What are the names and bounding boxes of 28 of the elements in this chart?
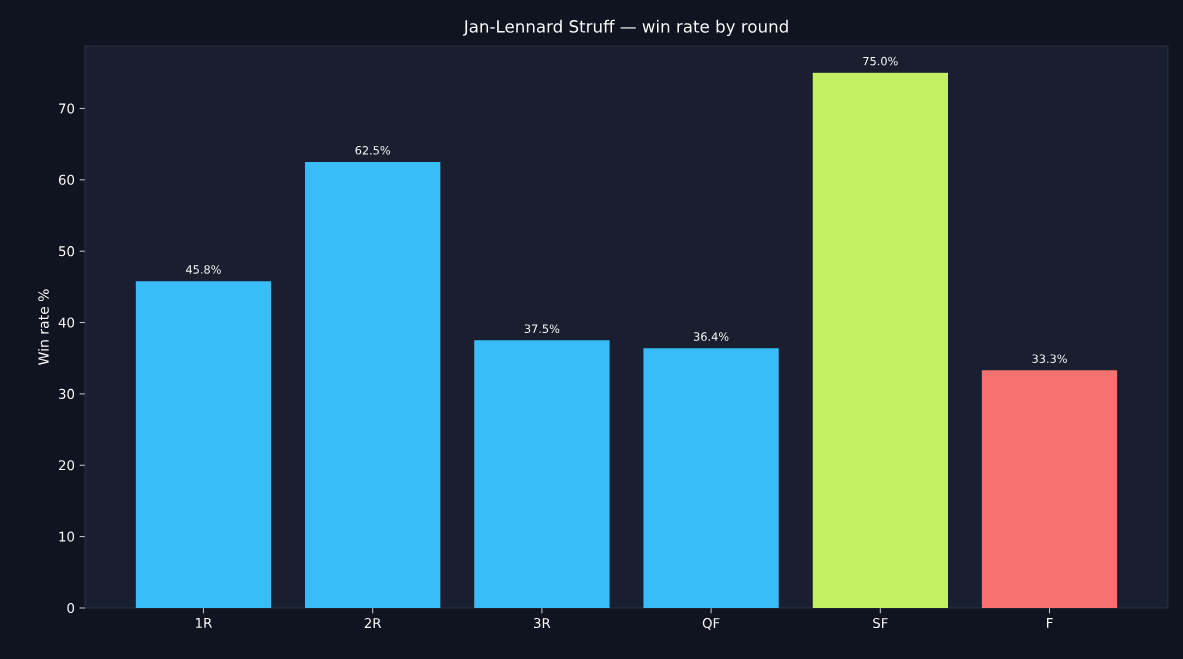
- y-axis-title: Win rate %: [38, 289, 49, 365]
- bar: [135, 281, 272, 608]
- y-tick-label: 20: [58, 460, 75, 471]
- y-tick-label: 30: [59, 388, 75, 399]
- x-tick-label: 2R: [364, 618, 382, 628]
- bar: [981, 370, 1118, 608]
- y-tick-label: 40: [58, 317, 75, 328]
- data-label: 75.0%: [863, 56, 898, 66]
- x-tick-label: QF: [702, 618, 720, 630]
- bar: [812, 72, 949, 608]
- x-tick-label: 3R: [534, 618, 551, 629]
- bar: [643, 348, 779, 608]
- x-tick-label: SF: [873, 618, 888, 629]
- data-label: 36.4%: [693, 332, 729, 341]
- bar: [474, 340, 610, 608]
- data-label: 62.5%: [355, 146, 391, 155]
- x-tick-label: 1R: [196, 618, 212, 628]
- bar: [304, 161, 441, 608]
- y-tick-label: 70: [59, 103, 75, 114]
- y-tick-label: 50: [59, 246, 75, 257]
- y-tick-label: 60: [58, 174, 75, 185]
- y-tick-label: 0: [67, 602, 75, 614]
- x-tick-label: F: [1047, 618, 1053, 628]
- chart-title: Jan-Lennard Struff — win rate by round: [462, 19, 788, 36]
- data-label: 45.8%: [186, 265, 221, 274]
- data-label: 37.5%: [524, 324, 560, 333]
- y-tick-label: 10: [59, 531, 75, 542]
- data-label: 33.3%: [1032, 354, 1067, 363]
